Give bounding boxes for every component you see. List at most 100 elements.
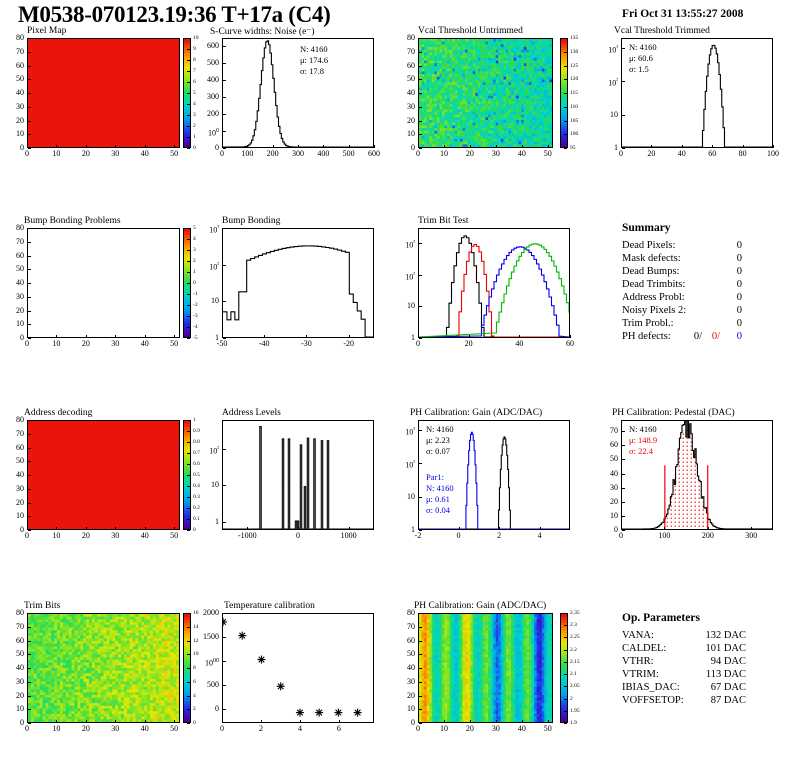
x-tick-label: 20 — [465, 149, 474, 158]
plot-canvas — [622, 44, 772, 147]
page-title: M0538-070123.19:36 T+17a (C4) — [18, 2, 331, 27]
y-tick-mark — [28, 475, 31, 476]
y-tick-label: 50 — [16, 456, 24, 466]
stat-sigma: σ: 1.5 — [629, 64, 649, 74]
color-bar-tick-label: 3 — [193, 112, 196, 118]
color-bar — [183, 228, 191, 338]
x-tick-label: 40 — [517, 149, 526, 158]
x-tick-mark — [621, 527, 622, 530]
y-tick-label: 20 — [16, 497, 24, 507]
y-tick-mark — [28, 681, 31, 683]
color-bar-tick-label: -2 — [193, 302, 198, 308]
color-bar-tick-mark — [187, 294, 190, 295]
y-tick-label: 30 — [407, 101, 415, 111]
color-bar-tick-label: 8 — [193, 57, 196, 63]
date-stamp: Fri Oct 31 13:55:27 2008 — [622, 8, 744, 20]
panel-title: Address Levels — [222, 408, 281, 418]
color-bar-tick-label: 9 — [193, 46, 196, 52]
color-bar-tick-label: -1 — [193, 291, 198, 297]
color-bar-tick-label: 16 — [193, 610, 199, 616]
y-tick-label: 10 — [407, 491, 415, 501]
y-tick-label: 80 — [16, 415, 24, 424]
plot-frame — [27, 420, 180, 530]
x-tick-mark — [56, 720, 58, 723]
color-bar-tick-label: -4 — [193, 324, 198, 330]
color-bar-tick-label: 4 — [193, 692, 196, 699]
y-tick-label: 60 — [407, 60, 415, 70]
x-tick-label: 20 — [465, 724, 474, 733]
color-bar-tick-label: 2 — [193, 258, 196, 264]
op-parameter-label: VTRIM: — [622, 669, 659, 680]
op-parameter-label: IBIAS_DAC: — [622, 682, 680, 693]
y-tick-mark — [28, 447, 31, 449]
y-tick-label: 500 — [207, 58, 219, 68]
x-tick-mark — [621, 145, 622, 148]
x-tick-label: 10 — [439, 149, 448, 158]
color-bar-tick-mark — [564, 106, 567, 108]
plot-canvas — [223, 245, 373, 337]
y-tick-label: 60 — [16, 60, 24, 70]
plot-frame — [27, 38, 180, 148]
stat-par1-sigma: σ: 0.04 — [426, 505, 450, 515]
stat-par1-label: Par1: — [426, 472, 444, 482]
summary-row-label: Trim Probl.: — [622, 318, 674, 329]
x-tick-label: 50 — [170, 724, 179, 733]
y-tick-label: 0 — [215, 143, 219, 152]
y-tick-mark — [28, 516, 31, 518]
y-tick-label: 40 — [16, 470, 24, 479]
x-tick-mark — [27, 527, 28, 530]
y-tick-mark — [622, 487, 625, 489]
color-bar-tick-label: 0 — [193, 280, 196, 286]
x-tick-label: 0 — [25, 724, 29, 733]
y-tick-label: 20 — [407, 690, 415, 700]
x-tick-mark — [174, 720, 176, 723]
color-bar-tick-label: 0.7 — [193, 450, 200, 456]
color-bar-tick-label: 3 — [193, 247, 196, 253]
x-tick-label: 80 — [738, 149, 747, 158]
op-parameters-block: Op. Parameters VANA: 132 DAC CALDEL: 101 DA… — [600, 612, 796, 732]
color-bar-tick-label: 1.95 — [570, 707, 580, 714]
x-tick-mark — [547, 145, 549, 148]
y-tick-label: 0 — [20, 718, 24, 727]
plot-canvas — [223, 617, 362, 717]
y-tick-label: 10 — [16, 704, 24, 714]
x-tick-label: 1000 — [340, 531, 357, 540]
x-tick-label: 40 — [140, 531, 149, 540]
y-tick-mark — [622, 48, 625, 50]
x-tick-mark — [298, 527, 299, 530]
color-bar-tick-label: 120 — [570, 76, 579, 83]
y-tick-mark — [223, 660, 226, 662]
y-tick-mark — [419, 93, 422, 94]
color-bar-tick-mark — [187, 316, 190, 317]
color-bar-tick-label: 2.3 — [570, 622, 577, 629]
y-tick-mark — [622, 473, 625, 475]
x-tick-label: 6 — [336, 724, 341, 733]
x-tick-label: 500 — [342, 149, 355, 158]
x-tick-label: 0 — [25, 339, 29, 348]
y-tick-label: 80 — [16, 223, 24, 232]
y-tick-mark — [419, 463, 422, 465]
x-tick-mark — [547, 720, 549, 723]
color-bar-tick-label: 0.9 — [193, 428, 200, 434]
y-tick-mark — [28, 530, 31, 531]
x-tick-mark — [27, 335, 28, 338]
x-tick-label: 20 — [647, 149, 656, 158]
color-bar-tick-mark — [187, 93, 190, 94]
color-bar-tick-label: 10 — [193, 35, 199, 41]
color-bar-tick-label: 2.25 — [570, 634, 580, 641]
y-tick-mark — [223, 301, 226, 303]
y-tick-label: 1 — [614, 143, 618, 152]
color-bar-tick-mark — [187, 654, 190, 656]
stat-N: N: 4160 — [629, 424, 657, 434]
stat-sigma: σ: 0.07 — [426, 446, 450, 456]
color-bar-tick-mark — [187, 431, 190, 432]
plot-frame — [418, 613, 553, 723]
panel-title: PH Calibration: Pedestal (DAC) — [612, 408, 735, 418]
panel-title: Vcal Threshold Untrimmed — [418, 26, 523, 36]
x-tick-mark — [539, 527, 541, 530]
x-tick-mark — [247, 145, 249, 148]
y-tick-label: 10³ — [405, 427, 415, 437]
color-bar-tick-mark — [187, 272, 190, 273]
